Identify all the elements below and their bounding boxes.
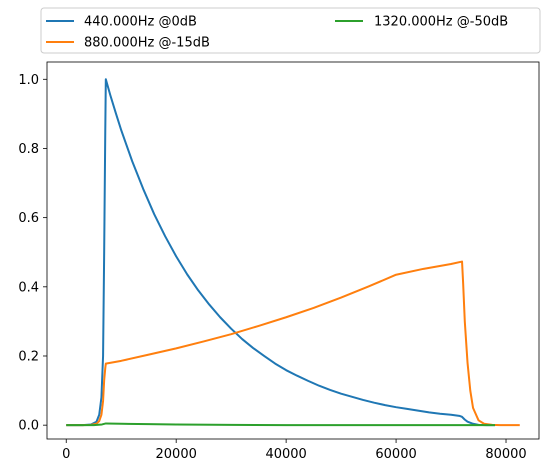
- legend-label-0: 440.000Hz @0dB: [84, 15, 197, 30]
- x-tick-label-2: 40000: [265, 447, 306, 462]
- y-tick-label-4: 0.8: [18, 142, 39, 157]
- legend-label-1: 880.000Hz @-15dB: [84, 36, 210, 51]
- x-tick-label-4: 80000: [485, 447, 526, 462]
- x-tick-label-0: 0: [62, 447, 70, 462]
- y-tick-label-5: 1.0: [18, 73, 39, 88]
- x-axis-ticks: 0 20000 40000 60000 80000: [62, 439, 527, 462]
- series-line-1: [66, 260, 520, 427]
- series-line-0: [66, 78, 496, 427]
- axes-frame: [46, 61, 540, 440]
- y-tick-label-0: 0.0: [18, 419, 39, 434]
- x-tick-label-3: 60000: [375, 447, 416, 462]
- y-tick-label-1: 0.2: [18, 349, 39, 364]
- legend: 440.000Hz @0dB 880.000Hz @-15dB 1320.000…: [40, 7, 541, 54]
- legend-label-2: 1320.000Hz @-50dB: [374, 15, 508, 30]
- y-axis-ticks: 0.0 0.2 0.4 0.6 0.8 1.0: [18, 73, 47, 434]
- x-tick-label-1: 20000: [156, 447, 197, 462]
- y-tick-label-3: 0.6: [18, 211, 39, 226]
- y-tick-label-2: 0.4: [18, 280, 39, 295]
- plot-lines: [66, 78, 520, 427]
- series-line-2: [66, 422, 496, 427]
- legend-box: [40, 7, 541, 54]
